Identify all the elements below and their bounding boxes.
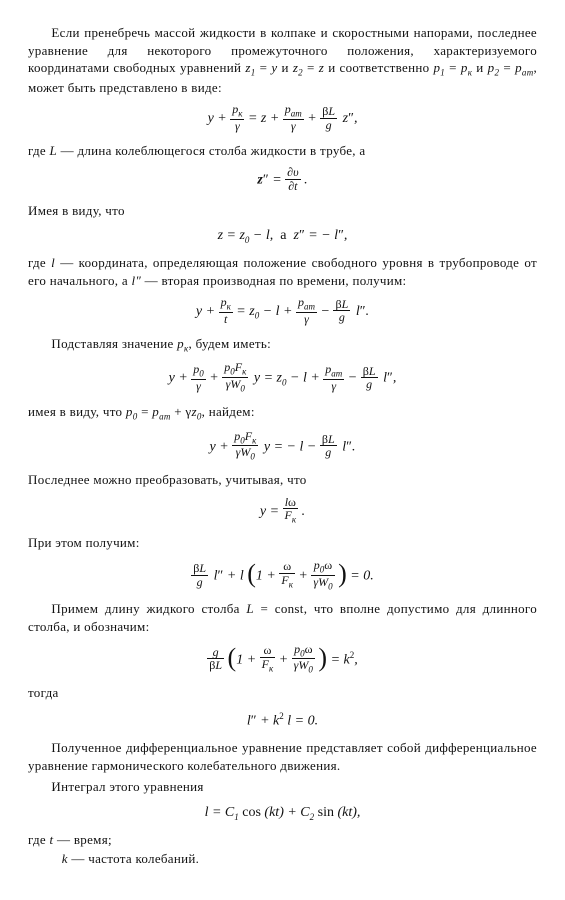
formula-6: y + p0FкγW0 y = − l − βLg l″.	[28, 431, 537, 464]
formula-11: l = C1 cos (kt) + C2 sin (kt),	[28, 804, 537, 823]
para-coord: где l — координата, определяющая положен…	[28, 254, 537, 289]
where-t: где t — время;	[28, 831, 537, 849]
formula-4: y + pкt = z0 − l + pатγ − βLg l″.	[28, 297, 537, 326]
formula-7: y = lωFк .	[28, 497, 537, 526]
para-integral: Интеграл этого уравнения	[28, 778, 537, 796]
formula-10: l″ + k2 l = 0.	[28, 710, 537, 732]
formula-3: z = z0 − l, а z″ = − l″,	[28, 227, 537, 246]
formula-2: z″ = ∂υ∂t .	[28, 167, 537, 193]
formula-1: y + pкγ = z + pатγ + βLg z″,	[28, 104, 537, 133]
where-k: k — частота колебаний.	[28, 850, 537, 868]
para-p0: имея в виду, что p0 = pат + γz0, найдем:	[28, 403, 537, 423]
formula-8: βLg l″ + l (1 + ωFк + p0ωγW0 ) = 0.	[28, 560, 537, 593]
para-intro: Если пренебречь массой жидкости в колпак…	[28, 24, 537, 96]
para-const: Примем длину жидкого столба L = const, ч…	[28, 600, 537, 635]
para-then: тогда	[28, 684, 537, 702]
para-having: Имея в виду, что	[28, 202, 537, 220]
formula-9: gβL (1 + ωFк + p0ωγW0 ) = k2,	[28, 644, 537, 677]
para-L: где L — длина колеблющегося столба жидко…	[28, 142, 537, 160]
para-thenget: При этом получим:	[28, 534, 537, 552]
para-subst: Подставляя значение pк, будем иметь:	[28, 335, 537, 355]
formula-5: y + p0γ + p0FкγW0 y = z0 − l + pатγ − βL…	[28, 362, 537, 395]
para-transform: Последнее можно преобразовать, учитывая,…	[28, 471, 537, 489]
para-diff: Полученное дифференциальное уравнение пр…	[28, 739, 537, 774]
